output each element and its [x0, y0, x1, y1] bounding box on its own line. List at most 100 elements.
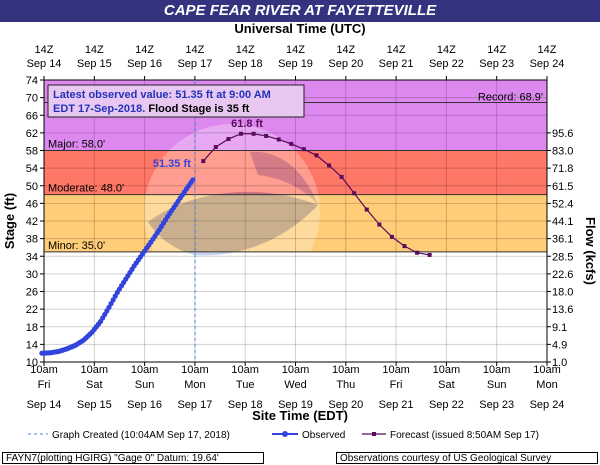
bottom-tick-day: Tue	[236, 379, 255, 391]
top-tick-hour: 14Z	[35, 44, 54, 56]
forecast-point	[213, 144, 218, 149]
minor-label: Minor: 35.0'	[48, 240, 105, 252]
stage-tick-label: 70	[26, 93, 38, 105]
top-tick-date: Sep 18	[228, 58, 263, 70]
stage-tick-label: 18	[26, 322, 38, 334]
minor-flood-zone	[44, 194, 547, 252]
bottom-tick-date: Sep 21	[379, 399, 414, 411]
forecast-point	[251, 131, 256, 136]
record-label: Record: 68.9'	[478, 91, 543, 103]
legend-forecast: Forecast (issued 8:50AM Sep 17)	[390, 430, 539, 441]
forecast-point	[276, 137, 281, 142]
top-tick-date: Sep 23	[479, 58, 514, 70]
info-box	[47, 84, 305, 118]
chart-title: CAPE FEAR RIVER AT FAYETTEVILLE	[0, 0, 600, 22]
legend-forecast-marker	[372, 432, 376, 436]
noaa-seal-disc	[144, 124, 320, 300]
top-tick-hour: 14Z	[135, 44, 154, 56]
bottom-tick-day: Sat	[86, 379, 103, 391]
normal-zone	[44, 251, 547, 362]
noaa-seal-gull	[250, 151, 318, 205]
forecast-point	[389, 234, 394, 239]
observed-point	[190, 177, 196, 183]
latest-value-callout: 51.35 ft	[153, 158, 191, 170]
y-axis-title: Stage (ft)	[2, 193, 17, 249]
legend-observed-marker	[282, 431, 288, 437]
bottom-tick-date: Sep 24	[530, 399, 565, 411]
bottom-tick-date: Sep 16	[127, 399, 162, 411]
forecast-point	[327, 163, 332, 168]
bottom-tick-day: Sat	[438, 379, 455, 391]
bottom-tick-day: Fri	[390, 379, 403, 391]
flow-tick-label: 13.6	[552, 304, 573, 316]
stage-tick-label: 62	[26, 128, 38, 140]
flow-tick-label: 44.1	[552, 216, 573, 228]
forecast-point	[289, 141, 294, 146]
top-tick-hour: 14Z	[185, 44, 204, 56]
top-tick-date: Sep 21	[379, 58, 414, 70]
top-tick-date: Sep 15	[77, 58, 112, 70]
bottom-tick-day: Fri	[38, 379, 51, 391]
stage-tick-label: 58	[26, 146, 38, 158]
flow-tick-label: 36.1	[552, 234, 573, 246]
top-tick-date: Sep 24	[530, 58, 565, 70]
info-flood-line: EDT 17-Sep-2018. Flood Stage is 35 ft	[53, 103, 250, 115]
bottom-tick-time: 10am	[282, 364, 310, 376]
top-tick-hour: 14Z	[487, 44, 506, 56]
stage-tick-label: 34	[26, 251, 38, 263]
bottom-tick-time: 10am	[433, 364, 461, 376]
forecast-point	[415, 250, 420, 255]
moderate-flood-zone	[44, 150, 547, 195]
top-tick-hour: 14Z	[85, 44, 104, 56]
flow-tick-label: 83.0	[552, 146, 573, 158]
stage-tick-label: 66	[26, 110, 38, 122]
top-tick-hour: 14Z	[336, 44, 355, 56]
flow-tick-label: 61.5	[552, 181, 573, 193]
info-latest-line: Latest observed value: 51.35 ft at 9:00 …	[53, 89, 271, 101]
bottom-tick-time: 10am	[131, 364, 159, 376]
flow-tick-label: 4.9	[552, 339, 567, 351]
stage-tick-label: 26	[26, 287, 38, 299]
bottom-tick-day: Thu	[336, 379, 355, 391]
info-flood-stage: Flood Stage is 35 ft	[145, 103, 249, 115]
bottom-tick-day: Sun	[135, 379, 155, 391]
stage-tick-label: 30	[26, 269, 38, 281]
flow-tick-label: 9.1	[552, 322, 567, 334]
flow-tick-label: 22.6	[552, 269, 573, 281]
top-tick-date: Sep 16	[127, 58, 162, 70]
noaa-watermark	[144, 124, 320, 300]
top-tick-date: Sep 20	[328, 58, 363, 70]
top-tick-date: Sep 19	[278, 58, 313, 70]
legend-observed: Observed	[302, 430, 345, 441]
bottom-tick-day: Sun	[487, 379, 507, 391]
bottom-tick-day: Mon	[184, 379, 205, 391]
flow-tick-label: 95.6	[552, 128, 573, 140]
forecast-point	[239, 131, 244, 136]
top-tick-date: Sep 22	[429, 58, 464, 70]
peak-value-callout: 61.8 ft	[231, 118, 263, 130]
bottom-tick-time: 10am	[30, 364, 58, 376]
forecast-point	[264, 133, 269, 138]
forecast-point	[427, 252, 432, 257]
top-tick-date: Sep 14	[27, 58, 62, 70]
bottom-tick-time: 10am	[81, 364, 109, 376]
bottom-tick-time: 10am	[382, 364, 410, 376]
bottom-tick-time: 10am	[332, 364, 360, 376]
bottom-tick-time: 10am	[231, 364, 259, 376]
y2-axis-title: Flow (kcfs)	[583, 217, 598, 285]
forecast-point	[352, 191, 357, 196]
x-axis-title: Site Time (EDT)	[252, 408, 348, 423]
bottom-tick-date: Sep 14	[27, 399, 62, 411]
flow-tick-label: 1.0	[552, 357, 567, 369]
bottom-tick-date: Sep 23	[479, 399, 514, 411]
bottom-tick-time: 10am	[533, 364, 561, 376]
bottom-tick-date: Sep 18	[228, 399, 263, 411]
forecast-point	[226, 137, 231, 142]
stage-tick-label: 10	[26, 357, 38, 369]
forecast-point	[201, 159, 206, 164]
source-note: Observations courtesy of US Geological S…	[336, 452, 598, 464]
top-tick-date: Sep 17	[177, 58, 212, 70]
forecast-point	[339, 174, 344, 179]
stage-tick-label: 38	[26, 234, 38, 246]
